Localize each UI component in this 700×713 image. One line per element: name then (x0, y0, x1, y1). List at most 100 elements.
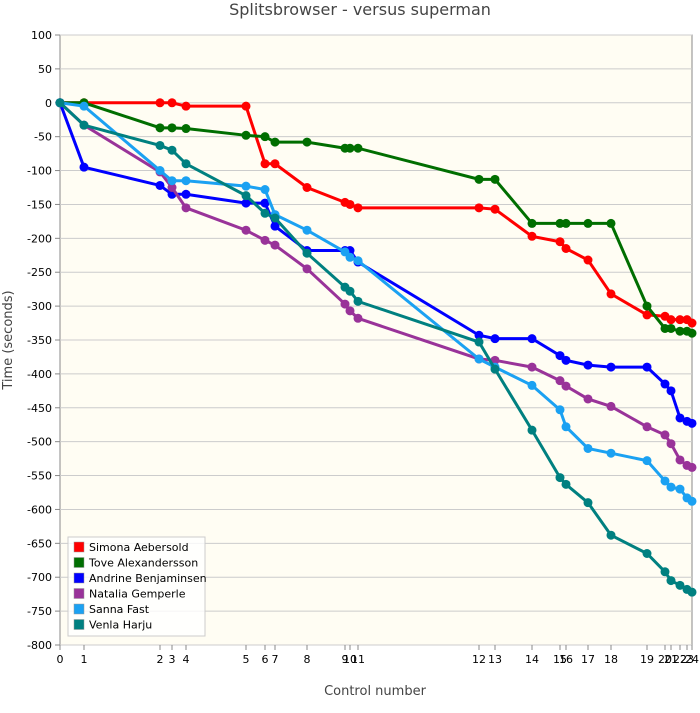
point (353, 203, 363, 213)
point (642, 362, 652, 372)
point (79, 120, 89, 130)
point (642, 310, 652, 320)
point (241, 101, 251, 111)
point (527, 334, 537, 344)
point (555, 473, 565, 483)
point (490, 334, 500, 344)
point (660, 476, 670, 486)
point (527, 425, 537, 435)
point (155, 98, 165, 108)
point (675, 326, 685, 336)
point (561, 355, 571, 365)
point (561, 479, 571, 489)
x-tick-label: 6 (262, 653, 269, 666)
y-tick-label: -250 (27, 266, 52, 279)
point (181, 176, 191, 186)
point (181, 159, 191, 169)
point (270, 137, 280, 147)
point (241, 181, 251, 191)
point (583, 360, 593, 370)
point (353, 256, 363, 266)
legend-label: Simona Aebersold (89, 541, 189, 554)
point (260, 159, 270, 169)
point (181, 101, 191, 111)
point (155, 123, 165, 133)
point (675, 580, 685, 590)
x-tick-label: 22 (673, 653, 687, 666)
legend-swatch (73, 603, 85, 615)
point (666, 482, 676, 492)
y-tick-label: -450 (27, 402, 52, 415)
point (241, 225, 251, 235)
point (474, 330, 484, 340)
point (687, 587, 697, 597)
point (260, 235, 270, 245)
point (583, 255, 593, 265)
point (155, 140, 165, 150)
point (345, 143, 355, 153)
x-tick-label: 12 (472, 653, 486, 666)
point (666, 386, 676, 396)
legend-label: Venla Harju (89, 619, 152, 632)
point (606, 448, 616, 458)
y-tick-label: -750 (27, 605, 52, 618)
x-tick-label: 14 (525, 653, 539, 666)
point (167, 176, 177, 186)
legend-box (67, 536, 206, 637)
point (270, 213, 280, 223)
point (474, 354, 484, 364)
point (345, 286, 355, 296)
point (561, 422, 571, 432)
point (490, 364, 500, 374)
y-tick-label: -550 (27, 470, 52, 483)
point (642, 301, 652, 311)
y-tick-label: -600 (27, 503, 52, 516)
point (260, 185, 270, 195)
point (181, 189, 191, 199)
point (353, 143, 363, 153)
y-tick-label: -350 (27, 334, 52, 347)
legend-swatch (73, 541, 85, 553)
point (490, 204, 500, 214)
point (555, 237, 565, 247)
point (241, 198, 251, 208)
point (260, 132, 270, 142)
y-tick-label: 100 (31, 29, 52, 42)
point (155, 166, 165, 176)
y-tick-label: -500 (27, 436, 52, 449)
point (345, 306, 355, 316)
point (642, 422, 652, 432)
point (675, 455, 685, 465)
point (687, 462, 697, 472)
point (561, 381, 571, 391)
x-tick-label: 3 (169, 653, 176, 666)
point (660, 567, 670, 577)
x-tick-label: 7 (272, 653, 279, 666)
x-tick-label: 23 (680, 653, 694, 666)
y-tick-label: -650 (27, 537, 52, 550)
point (527, 231, 537, 241)
point (527, 380, 537, 390)
point (561, 244, 571, 253)
x-tick-label: 15 (553, 653, 567, 666)
x-tick-label: 0 (57, 653, 64, 666)
x-tick-label: 10 (343, 653, 357, 666)
legend-swatch (73, 619, 85, 630)
chart-title: Splitsbrowser - versus superman (229, 0, 491, 19)
y-tick-label: -200 (27, 232, 52, 245)
point (583, 498, 593, 508)
x-tick-label: 19 (640, 653, 654, 666)
point (181, 203, 191, 213)
x-tick-label: 2 (157, 653, 164, 666)
y-tick-label: 50 (38, 63, 52, 76)
legend-swatch (73, 588, 85, 599)
point (555, 351, 565, 361)
x-tick-label: 20 (658, 653, 672, 666)
point (527, 218, 537, 228)
legend-swatch (73, 557, 85, 568)
point (340, 299, 350, 309)
point (660, 430, 670, 440)
point (302, 183, 312, 192)
y-tick-label: -400 (27, 368, 52, 381)
